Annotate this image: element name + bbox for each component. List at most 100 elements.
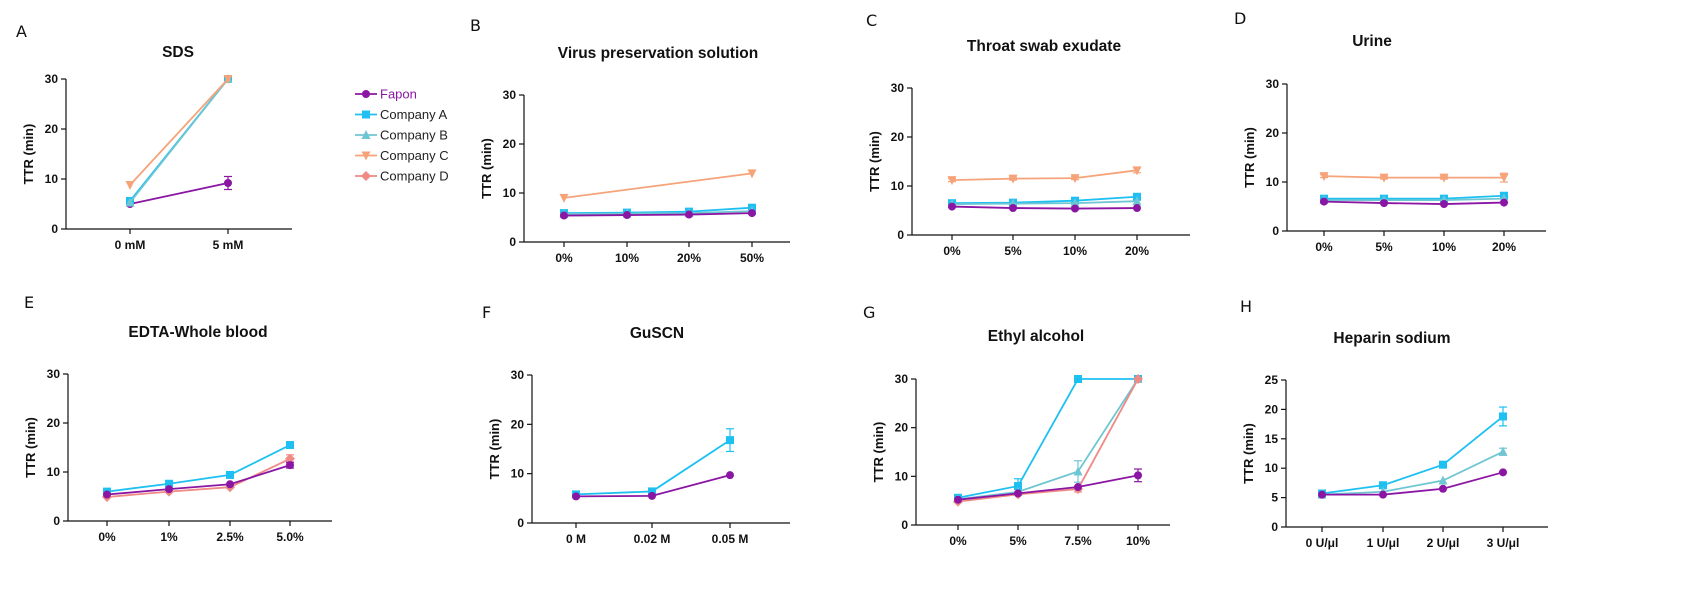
x-tick-label: 2.5%	[216, 530, 244, 544]
y-axis-label: TTR (min)	[487, 419, 502, 480]
y-axis-label: TTR (min)	[21, 124, 36, 185]
x-tick-label: 0.02 M	[634, 532, 671, 546]
chart-title: Virus preservation solution	[558, 45, 758, 62]
legend-label: Company A	[380, 107, 448, 122]
series-fapon	[103, 461, 294, 499]
y-tick-label: 10	[511, 467, 525, 481]
y-tick-label: 5	[1271, 491, 1278, 505]
data-point	[1379, 173, 1389, 183]
chart-panel-g: G Ethyl alcohol 0 10 20 30 0% 5% 7.5% 10% TTR (min…	[863, 303, 1170, 548]
y-tick-label: 30	[895, 372, 909, 386]
legend-item-company-a: Company A	[355, 107, 448, 122]
series-company-b	[953, 374, 1143, 504]
series-line	[129, 78, 229, 186]
series-company-a	[1318, 406, 1507, 498]
panel-letter: C	[866, 11, 877, 30]
series-fapon	[560, 209, 756, 220]
x-tick-label: 0%	[98, 530, 116, 544]
series-company-c	[1319, 172, 1509, 183]
data-point	[1070, 174, 1080, 184]
x-tick-label: 5 mM	[213, 238, 244, 252]
x-tick-label: 0.05 M	[712, 532, 749, 546]
y-tick-label: 10	[895, 469, 909, 483]
series-company-c	[559, 169, 757, 203]
x-tick-label: 5%	[1375, 240, 1393, 254]
y-tick-label: 10	[1266, 175, 1280, 189]
data-point	[726, 436, 734, 445]
data-point	[1074, 483, 1082, 492]
chart-title: Urine	[1352, 33, 1392, 50]
series-company-a	[954, 375, 1142, 502]
y-tick-label: 20	[45, 122, 59, 136]
data-point	[165, 485, 173, 494]
data-point	[1439, 173, 1449, 183]
data-point	[748, 209, 756, 218]
y-tick-label: 10	[47, 465, 61, 479]
chart-panel-e: E EDTA-Whole blood 0 10 20 30 0% 1% 2.5% 5.0% TTR …	[23, 293, 332, 544]
data-point	[648, 487, 656, 496]
data-point	[224, 179, 232, 187]
panel-letter: E	[24, 293, 34, 312]
legend-item-fapon: Fapon	[355, 87, 417, 102]
series-fapon	[126, 175, 232, 208]
series-fapon	[954, 468, 1142, 504]
data-point	[1380, 199, 1388, 208]
data-point	[559, 193, 569, 203]
data-point	[226, 480, 234, 489]
chart-title: Heparin sodium	[1333, 330, 1450, 347]
y-tick-label: 0	[509, 235, 516, 249]
chart-title: GuSCN	[630, 325, 684, 342]
series-line	[106, 444, 291, 493]
series-fapon	[1320, 197, 1508, 209]
series-line	[563, 172, 753, 199]
data-point	[1499, 173, 1509, 183]
chart-panel-d: D Urine 0 10 20 30 0% 5% 10% 20% TTR (min)	[1234, 9, 1546, 254]
x-tick-label: 0 M	[566, 532, 586, 546]
chart-title: EDTA-Whole blood	[128, 324, 267, 341]
data-point	[726, 471, 734, 480]
data-point	[1074, 375, 1082, 383]
series-line	[1322, 471, 1504, 496]
series-company-a	[572, 428, 734, 499]
x-tick-label: 3 U/μl	[1487, 536, 1520, 550]
series-line	[951, 205, 1138, 210]
y-axis-label: TTR (min)	[1242, 127, 1257, 188]
data-point	[125, 181, 135, 190]
chart-panel-f: F GuSCN 0 10 20 30 0 M 0.02 M 0.05 M TTR (min)	[482, 303, 790, 546]
x-tick-label: 20%	[1492, 240, 1516, 254]
series-line	[957, 378, 1139, 501]
legend-item-company-c: Company C	[355, 148, 449, 163]
data-point	[286, 461, 294, 470]
series-company-c	[947, 166, 1142, 186]
data-point	[648, 491, 656, 500]
legend-item-company-b: Company B	[355, 128, 448, 143]
data-point	[223, 75, 233, 84]
series-line	[563, 206, 753, 214]
series-fapon	[948, 202, 1141, 213]
data-point	[1134, 471, 1142, 480]
data-point	[1132, 166, 1142, 176]
legend-marker	[362, 90, 370, 98]
x-tick-label: 1 U/μl	[1367, 536, 1400, 550]
chart-title: Throat swab exudate	[967, 38, 1122, 55]
x-tick-label: 0%	[943, 244, 961, 258]
y-tick-label: 0	[53, 514, 60, 528]
y-tick-label: 0	[51, 222, 58, 236]
y-tick-label: 10	[45, 172, 59, 186]
series-fapon	[572, 471, 734, 501]
legend: Fapon Company A Company B Company C Company …	[355, 87, 449, 184]
data-point	[1500, 198, 1508, 207]
x-tick-label: 0%	[1315, 240, 1333, 254]
data-point	[623, 211, 631, 220]
data-point	[685, 210, 693, 219]
legend-marker	[362, 110, 370, 119]
y-tick-label: 20	[1265, 402, 1279, 416]
data-point	[1439, 484, 1447, 493]
panel-letter: A	[16, 22, 27, 41]
data-point	[165, 479, 173, 488]
series-company-a	[948, 192, 1141, 208]
chart-panel-b: B Virus preservation solution 0 10 20 30 0% 10%…	[470, 16, 790, 265]
x-tick-label: 0%	[949, 534, 967, 548]
data-point	[1008, 174, 1018, 184]
legend-item-company-d: Company D	[355, 169, 449, 184]
